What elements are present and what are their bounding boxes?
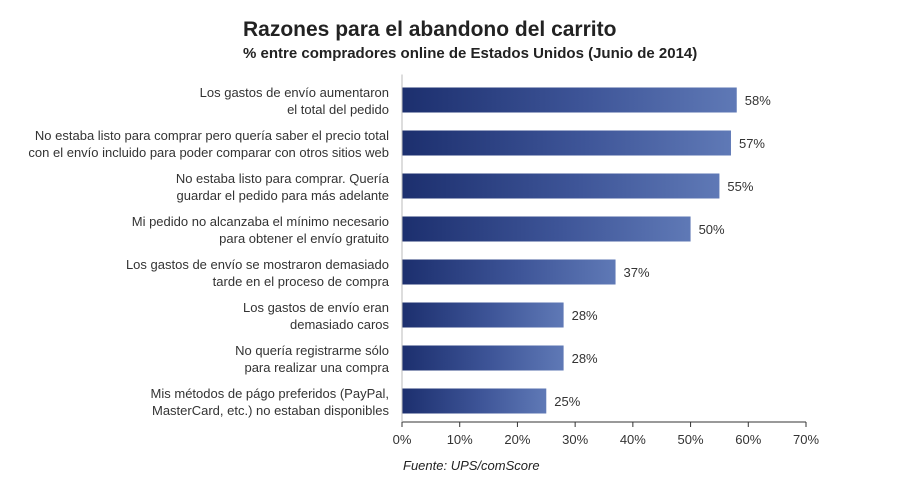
bar <box>402 216 691 242</box>
chart-title: Razones para el abandono del carrito <box>243 18 617 41</box>
category-label-line: No estaba listo para comprar pero quería… <box>35 128 389 143</box>
category-label-line: Los gastos de envío se mostraron demasia… <box>126 257 389 272</box>
data-label: 55% <box>727 179 753 194</box>
bar <box>402 130 731 156</box>
x-tick-label: 40% <box>620 432 646 447</box>
category-label: Los gastos de envío eran demasiado caros <box>243 300 389 332</box>
x-tick-label: 70% <box>793 432 819 447</box>
bar <box>402 173 720 199</box>
bar <box>402 345 564 371</box>
category-label-line: Los gastos de envío aumentaron <box>200 85 389 100</box>
x-tick-label: 60% <box>735 432 761 447</box>
category-label-line: Los gastos de envío eran <box>243 300 389 315</box>
x-tick-label: 10% <box>447 432 473 447</box>
category-label: Mis métodos de págo preferidos (PayPal, M… <box>151 386 390 418</box>
value-labels-group: 58% 57% 55% 50% 37% 28% 28% 25% <box>554 93 771 409</box>
chart-subtitle: % entre compradores online de Estados Un… <box>243 45 698 62</box>
bar <box>402 87 737 113</box>
data-label: 37% <box>624 265 650 280</box>
category-label-line: No quería registrarme sólo <box>235 343 389 358</box>
data-label: 25% <box>554 394 580 409</box>
x-tick-label: 30% <box>562 432 588 447</box>
x-tick-label: 50% <box>678 432 704 447</box>
category-label-line: el total del pedido <box>287 102 389 117</box>
category-label-line: Mis métodos de págo preferidos (PayPal, <box>151 386 389 401</box>
data-label: 28% <box>572 351 598 366</box>
category-label-line: Mi pedido no alcanzaba el mínimo necesar… <box>132 214 389 229</box>
category-label-line: MasterCard, etc.) no estaban disponibles <box>152 403 390 418</box>
category-label-line: guardar el pedido para más adelante <box>177 188 389 203</box>
category-label: Los gastos de envío aumentaron el total d… <box>200 85 389 117</box>
category-label-line: No estaba listo para comprar. Quería <box>176 171 390 186</box>
category-label-line: para obtener el envío gratuito <box>219 231 389 246</box>
category-label-line: para realizar una compra <box>244 360 389 375</box>
data-label: 28% <box>572 308 598 323</box>
bar <box>402 302 564 328</box>
source-note: Fuente: UPS/comScore <box>403 458 540 473</box>
x-axis: 0% 10% 20% 30% 40% 50% 60% 70% <box>393 74 819 447</box>
category-label-line: tarde en el proceso de compra <box>213 274 390 289</box>
category-label: Los gastos de envío se mostraron demasia… <box>126 257 390 289</box>
category-label: No estaba listo para comprar pero quería… <box>28 128 389 160</box>
category-label-line: demasiado caros <box>290 317 389 332</box>
bar <box>402 388 547 414</box>
data-label: 58% <box>745 93 771 108</box>
x-tick-label: 20% <box>504 432 530 447</box>
category-label: No quería registrarme sólo para realizar … <box>235 343 390 375</box>
bars-group <box>402 87 737 414</box>
category-label: No estaba listo para comprar. Quería guar… <box>176 171 390 203</box>
data-label: 57% <box>739 136 765 151</box>
x-tick-label: 0% <box>393 432 412 447</box>
category-label: Mi pedido no alcanzaba el mínimo necesar… <box>132 214 389 246</box>
data-label: 50% <box>699 222 725 237</box>
category-labels-group: Los gastos de envío aumentaron el total d… <box>28 85 389 418</box>
bar <box>402 259 616 285</box>
category-label-line: con el envío incluido para poder compara… <box>28 145 389 160</box>
